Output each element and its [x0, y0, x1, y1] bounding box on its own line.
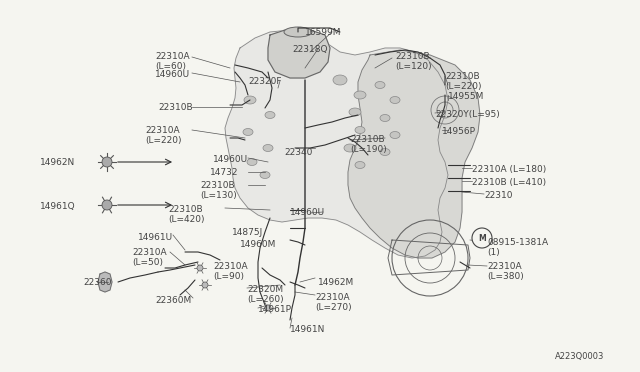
Text: 22310A
(L=50): 22310A (L=50): [132, 248, 166, 267]
Ellipse shape: [380, 115, 390, 122]
Ellipse shape: [344, 144, 356, 152]
Circle shape: [472, 228, 492, 248]
Ellipse shape: [244, 96, 256, 104]
Text: 22310: 22310: [484, 191, 513, 200]
Polygon shape: [268, 30, 330, 78]
Ellipse shape: [263, 144, 273, 151]
Circle shape: [197, 265, 203, 271]
Text: 22310A
(L=220): 22310A (L=220): [145, 126, 182, 145]
Circle shape: [202, 282, 208, 288]
Text: 22360M: 22360M: [155, 296, 191, 305]
Text: 14732: 14732: [210, 168, 239, 177]
Text: 22320F: 22320F: [248, 77, 282, 86]
Text: 22310B
(L=420): 22310B (L=420): [168, 205, 205, 224]
Text: 16599M: 16599M: [305, 28, 342, 37]
Text: 22310A
(L=60): 22310A (L=60): [155, 52, 189, 71]
Ellipse shape: [380, 148, 390, 155]
Text: 14960U: 14960U: [290, 208, 325, 217]
Text: 22360: 22360: [83, 278, 111, 287]
Text: 08915-1381A
(1): 08915-1381A (1): [487, 238, 548, 257]
Ellipse shape: [284, 27, 312, 37]
Text: 22320M
(L=260): 22320M (L=260): [247, 285, 284, 304]
Polygon shape: [348, 50, 480, 258]
Text: 14960M: 14960M: [240, 240, 276, 249]
Ellipse shape: [247, 158, 257, 166]
Text: 14956P: 14956P: [442, 127, 476, 136]
Text: 22310A
(L=90): 22310A (L=90): [213, 262, 248, 281]
Text: 22320Y(L=95): 22320Y(L=95): [435, 110, 500, 119]
Text: 22310B
(L=190): 22310B (L=190): [350, 135, 387, 154]
Text: 22310B (L=410): 22310B (L=410): [472, 178, 546, 187]
Circle shape: [102, 200, 112, 210]
Text: 14962N: 14962N: [40, 158, 76, 167]
Ellipse shape: [355, 161, 365, 169]
Polygon shape: [225, 30, 448, 258]
Ellipse shape: [355, 126, 365, 134]
Text: 22310B
(L=220): 22310B (L=220): [445, 72, 481, 92]
Ellipse shape: [349, 108, 361, 116]
Ellipse shape: [265, 112, 275, 119]
Text: 14960U: 14960U: [213, 155, 248, 164]
Text: 22310A (L=180): 22310A (L=180): [472, 165, 547, 174]
Text: 14961P: 14961P: [258, 305, 292, 314]
Text: 22310B
(L=120): 22310B (L=120): [395, 52, 431, 71]
Ellipse shape: [354, 91, 366, 99]
Ellipse shape: [243, 128, 253, 135]
Text: 14961Q: 14961Q: [40, 202, 76, 211]
Text: A223Q0003: A223Q0003: [555, 352, 604, 361]
Circle shape: [102, 157, 112, 167]
Text: 14962M: 14962M: [318, 278, 355, 287]
Text: 14961U: 14961U: [138, 233, 173, 242]
Ellipse shape: [390, 131, 400, 138]
Ellipse shape: [333, 75, 347, 85]
Text: 14961N: 14961N: [290, 325, 325, 334]
Text: 22310B
(L=130): 22310B (L=130): [200, 181, 237, 201]
Polygon shape: [98, 272, 112, 292]
Circle shape: [265, 305, 271, 311]
Text: 22310A
(L=270): 22310A (L=270): [315, 293, 351, 312]
Text: M: M: [478, 234, 486, 243]
Text: 22310A
(L=380): 22310A (L=380): [487, 262, 524, 281]
Ellipse shape: [260, 171, 270, 179]
Text: 22318Q: 22318Q: [292, 45, 328, 54]
Text: 22310B: 22310B: [158, 103, 193, 112]
Text: 22340: 22340: [284, 148, 312, 157]
Text: 14960U: 14960U: [155, 70, 190, 79]
Ellipse shape: [375, 81, 385, 89]
Ellipse shape: [390, 96, 400, 103]
Text: 14875J: 14875J: [232, 228, 263, 237]
Text: 14955M: 14955M: [448, 92, 484, 101]
